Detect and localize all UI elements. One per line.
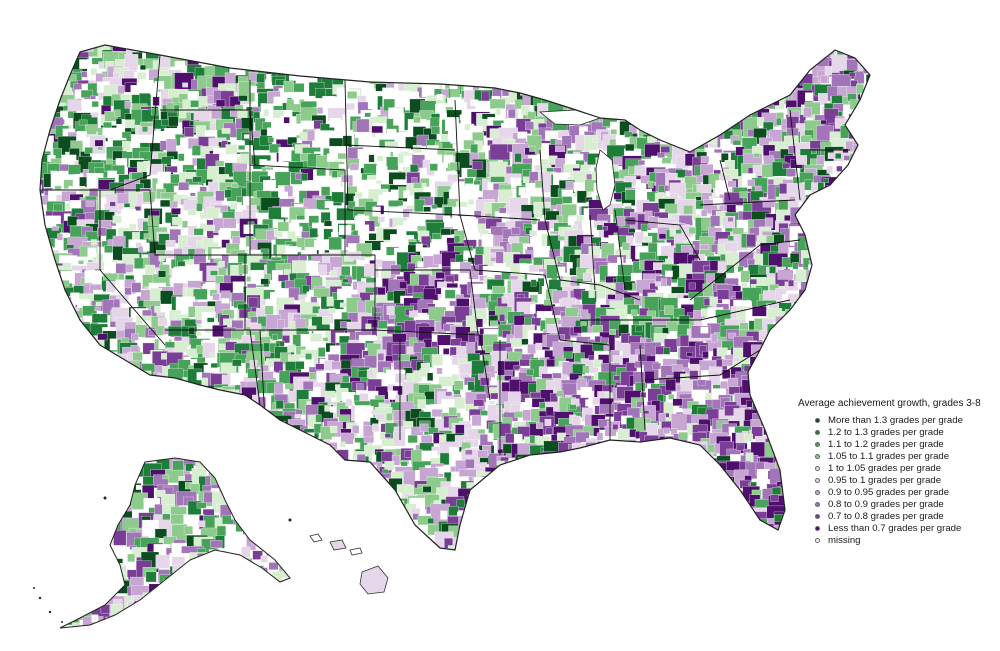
legend-swatch	[815, 417, 820, 423]
alaska-outline	[59, 457, 291, 629]
legend-swatch	[815, 478, 820, 484]
legend-swatch	[815, 441, 820, 447]
legend-swatch	[815, 526, 820, 532]
legend-item: 0.7 to 0.8 grades per grade	[798, 511, 994, 523]
legend-item: missing	[798, 535, 994, 547]
legend-label: 1.05 to 1.1 grades per grade	[828, 450, 950, 462]
legend-label: 0.9 to 0.95 grades per grade	[828, 487, 950, 499]
legend-label: More than 1.3 grades per grade	[828, 414, 963, 426]
legend-label: Less than 0.7 grades per grade	[828, 523, 962, 535]
legend-title: Average achievement growth, grades 3-8	[798, 398, 981, 409]
legend-swatch	[815, 502, 820, 508]
legend-label: 0.8 to 0.9 grades per grade	[828, 499, 944, 511]
legend-label: 0.7 to 0.8 grades per grade	[828, 511, 944, 523]
legend-item: More than 1.3 grades per grade	[798, 414, 994, 426]
legend-item: 1.1 to 1.2 grades per grade	[798, 438, 994, 450]
hawaii-map	[309, 533, 389, 595]
legend-swatch	[815, 490, 820, 496]
contiguous-states-outline	[39, 44, 871, 551]
legend-swatch	[815, 465, 820, 471]
legend-item: 1.05 to 1.1 grades per grade	[798, 450, 994, 462]
legend-swatch	[815, 538, 820, 544]
legend-item: 0.9 to 0.95 grades per grade	[798, 487, 994, 499]
legend-label: 0.95 to 1 grades per grade	[828, 475, 942, 487]
legend-label: 1.1 to 1.2 grades per grade	[828, 438, 944, 450]
alaska-map	[60, 458, 290, 628]
lake-superior	[538, 109, 602, 126]
lake-michigan	[595, 149, 616, 211]
legend-label: 1.2 to 1.3 grades per grade	[828, 426, 944, 438]
legend-item: 1.2 to 1.3 grades per grade	[798, 426, 994, 438]
legend-item: 0.8 to 0.9 grades per grade	[798, 499, 994, 511]
legend-swatch	[815, 429, 820, 435]
legend-item: Less than 0.7 grades per grade	[798, 523, 994, 535]
legend-item: 0.95 to 1 grades per grade	[798, 474, 994, 486]
legend-label: missing	[828, 535, 861, 547]
legend-item: 1 to 1.05 grades per grade	[798, 462, 994, 474]
legend-swatch	[815, 453, 820, 459]
aleutian-islands	[33, 496, 292, 623]
state-borders	[40, 54, 850, 455]
legend-items: More than 1.3 grades per grade 1.2 to 1.3…	[798, 414, 994, 547]
legend-label: 1 to 1.05 grades per grade	[828, 462, 942, 474]
legend-swatch	[815, 514, 820, 520]
legend: Average achievement growth, grades 3-8 M…	[798, 398, 994, 547]
